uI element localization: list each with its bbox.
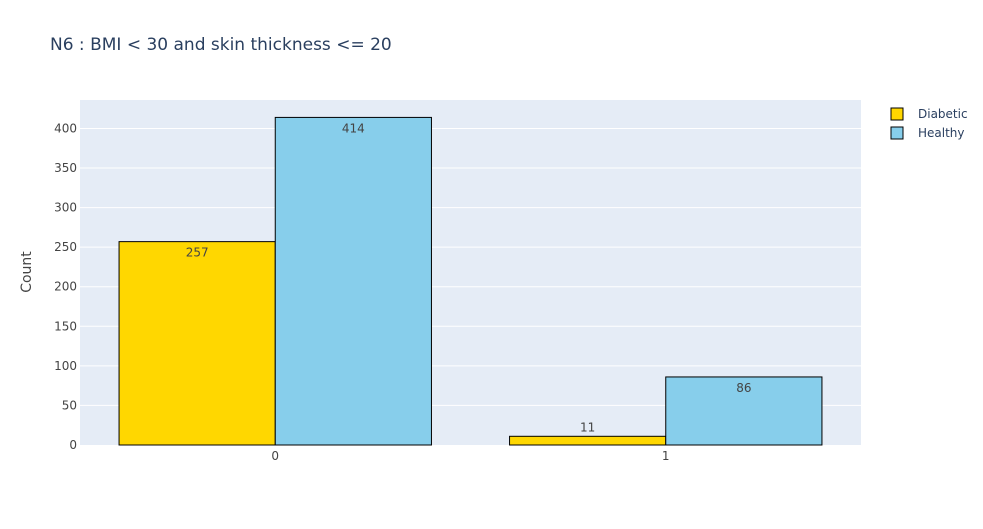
legend-label: Healthy [918, 126, 965, 140]
bar-value-label: 414 [342, 121, 365, 135]
legend-item-diabetic[interactable]: Diabetic [890, 107, 968, 121]
bar-diabetic-1[interactable] [509, 435, 667, 446]
y-tick-label: 200 [54, 280, 77, 294]
x-tick-label: 0 [271, 449, 279, 463]
legend-item-healthy[interactable]: Healthy [890, 126, 965, 140]
legend-swatch [890, 107, 904, 121]
x-tick-label: 1 [662, 449, 670, 463]
y-tick-label: 50 [62, 398, 77, 412]
y-tick-label: 350 [54, 161, 77, 175]
bars[interactable] [118, 116, 823, 446]
legend-label: Diabetic [918, 107, 968, 121]
chart-title: N6 : BMI < 30 and skin thickness <= 20 [50, 35, 392, 55]
y-tick-label: 250 [54, 240, 77, 254]
bar-healthy-1[interactable] [665, 376, 823, 446]
bar-value-label: 11 [580, 420, 595, 434]
y-tick-label: 150 [54, 319, 77, 333]
legend[interactable]: Diabetic Healthy [890, 107, 968, 140]
y-tick-label: 300 [54, 201, 77, 215]
bar-value-label: 86 [736, 381, 751, 395]
bar-value-label: 257 [186, 246, 209, 260]
y-tick-label: 400 [54, 121, 77, 135]
bar-labels: 257 414 11 86 [186, 121, 752, 434]
y-axis-title: Count [19, 251, 35, 293]
legend-swatch [890, 126, 904, 140]
bar-diabetic-0[interactable] [118, 241, 276, 446]
y-axis-ticks: 0 50 100 150 200 250 300 350 400 [54, 121, 77, 452]
bar-healthy-0[interactable] [274, 116, 432, 446]
y-tick-label: 0 [69, 438, 77, 452]
y-tick-label: 100 [54, 359, 77, 373]
